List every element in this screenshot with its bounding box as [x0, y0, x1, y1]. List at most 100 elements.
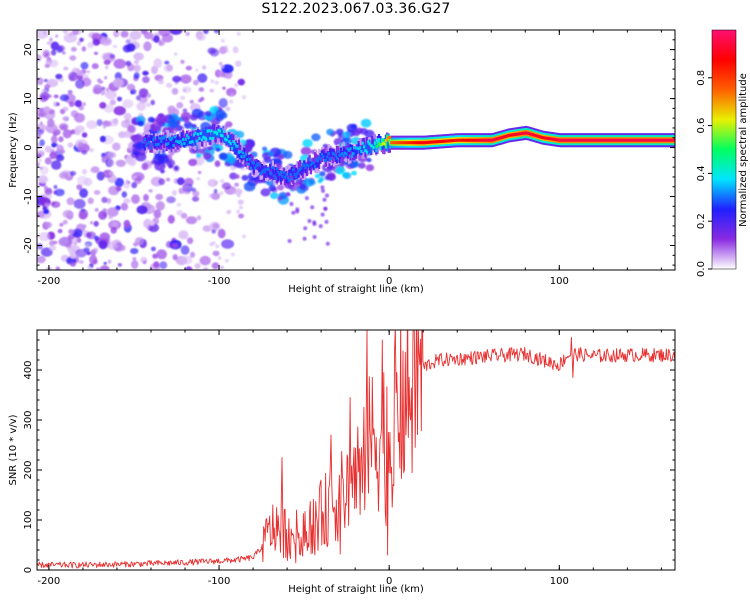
- ridge-segment: [549, 137, 552, 141]
- spectral-blob: [189, 114, 198, 121]
- colorbar-tick-label: 0.0: [696, 261, 707, 277]
- ridge-segment: [369, 147, 372, 154]
- ridge-segment: [171, 136, 174, 140]
- snr-frame: [36, 329, 676, 571]
- ridge-segment: [369, 144, 372, 148]
- ridge-segment: [473, 138, 476, 142]
- colorbar: 0.0 0.2 0.4 0.6 0.8 Normalized spectral ampl…: [696, 29, 749, 277]
- ridge-segment: [297, 169, 300, 173]
- spectral-blob: [123, 182, 131, 189]
- spectral-blob: [209, 48, 220, 57]
- ridge-segment: [433, 140, 436, 144]
- ridge-segment: [187, 139, 190, 146]
- spectral-blob: [308, 179, 316, 186]
- spectral-blob: [153, 209, 162, 219]
- ridge-segment: [169, 138, 172, 142]
- ridge-segment: [305, 163, 308, 167]
- spectral-blob: [237, 78, 245, 86]
- ridge-segment: [213, 130, 216, 137]
- ridge-segment: [271, 168, 274, 175]
- ridge-segment: [232, 137, 235, 152]
- spectral-blob: [110, 226, 117, 234]
- ridge-segment: [572, 138, 575, 142]
- ridge-segment: [527, 132, 530, 135]
- ridge-segment: [157, 142, 160, 146]
- ridge-segment: [256, 162, 259, 166]
- ridge-segment: [533, 133, 536, 137]
- ridge-segment: [671, 138, 675, 142]
- spectral-blob: [191, 196, 200, 202]
- ridge-segment: [243, 155, 246, 158]
- ridge-segment: [179, 139, 182, 143]
- ridge-segment: [510, 133, 513, 137]
- spectral-blob: [197, 171, 202, 174]
- ridge-segment: [421, 141, 424, 145]
- ridge-segment: [644, 138, 647, 142]
- spectral-blob: [92, 38, 101, 46]
- spectral-blob: [107, 259, 112, 264]
- spectral-blob: [221, 239, 235, 249]
- spectral-blob: [215, 244, 220, 249]
- spectral-blob: [54, 188, 65, 197]
- ridge-segment: [578, 138, 581, 142]
- ridge-segment: [497, 136, 500, 140]
- spectral-blob: [215, 109, 226, 118]
- spectral-blob: [104, 120, 112, 127]
- ridge-segment: [380, 138, 383, 145]
- ridge-segment: [311, 161, 314, 168]
- ridge-segment: [512, 133, 515, 137]
- spectral-blob: [44, 203, 50, 207]
- spectral-blob: [143, 194, 149, 202]
- ridge-segment: [392, 141, 396, 145]
- ridge-segment: [265, 167, 268, 171]
- spectral-blob: [213, 189, 218, 194]
- ridge-segment: [670, 138, 673, 142]
- spectral-blob: [72, 30, 79, 36]
- ridge-segment: [186, 134, 189, 137]
- spectral-blob: [44, 157, 52, 165]
- spectral-blob: [310, 205, 315, 210]
- spectral-blob: [239, 205, 243, 210]
- ridge-segment: [382, 138, 385, 145]
- ridge-segment: [432, 140, 435, 144]
- ridge-segment: [184, 137, 187, 141]
- ridge-segment: [309, 163, 313, 167]
- ridge-segment: [217, 132, 220, 139]
- ridge-segment: [560, 138, 563, 142]
- ridge-segment: [324, 158, 328, 162]
- ridge-segment: [639, 138, 642, 142]
- ridge-segment: [338, 154, 341, 157]
- ridge-segment: [531, 133, 534, 137]
- spectral-blob: [57, 228, 63, 234]
- ridge-segment: [417, 141, 420, 145]
- ridge-segment: [614, 138, 617, 142]
- ridge-segment: [625, 138, 628, 142]
- ridge-segment: [241, 151, 244, 155]
- spectral-blob: [314, 173, 321, 179]
- ridge-segment: [318, 158, 321, 165]
- spectral-blob: [132, 257, 137, 261]
- ridge-segment: [593, 138, 596, 142]
- ridge-segment: [273, 174, 276, 178]
- ridge-segment: [289, 169, 292, 176]
- spectral-blob: [176, 202, 181, 207]
- spectral-blob: [217, 228, 226, 239]
- ridge-segment: [431, 140, 434, 144]
- spectral-blob: [153, 58, 163, 69]
- spectral-blob: [62, 219, 68, 225]
- spectral-blob: [207, 179, 218, 187]
- ridge-segment: [342, 146, 345, 153]
- ridge-segment: [218, 130, 221, 137]
- spectral-blob: [220, 38, 225, 43]
- ridge-segment: [251, 155, 254, 166]
- spectral-blob: [214, 180, 219, 185]
- ridge-segment: [218, 129, 221, 133]
- ridge-segment: [651, 138, 654, 142]
- spectral-blob: [103, 59, 111, 65]
- ridge-segment: [598, 138, 601, 142]
- ridge-segment: [319, 157, 322, 161]
- ridge-segment: [505, 134, 509, 138]
- spectral-blob: [304, 196, 309, 201]
- spectral-blob: [86, 120, 98, 129]
- spectral-blob: [51, 201, 61, 208]
